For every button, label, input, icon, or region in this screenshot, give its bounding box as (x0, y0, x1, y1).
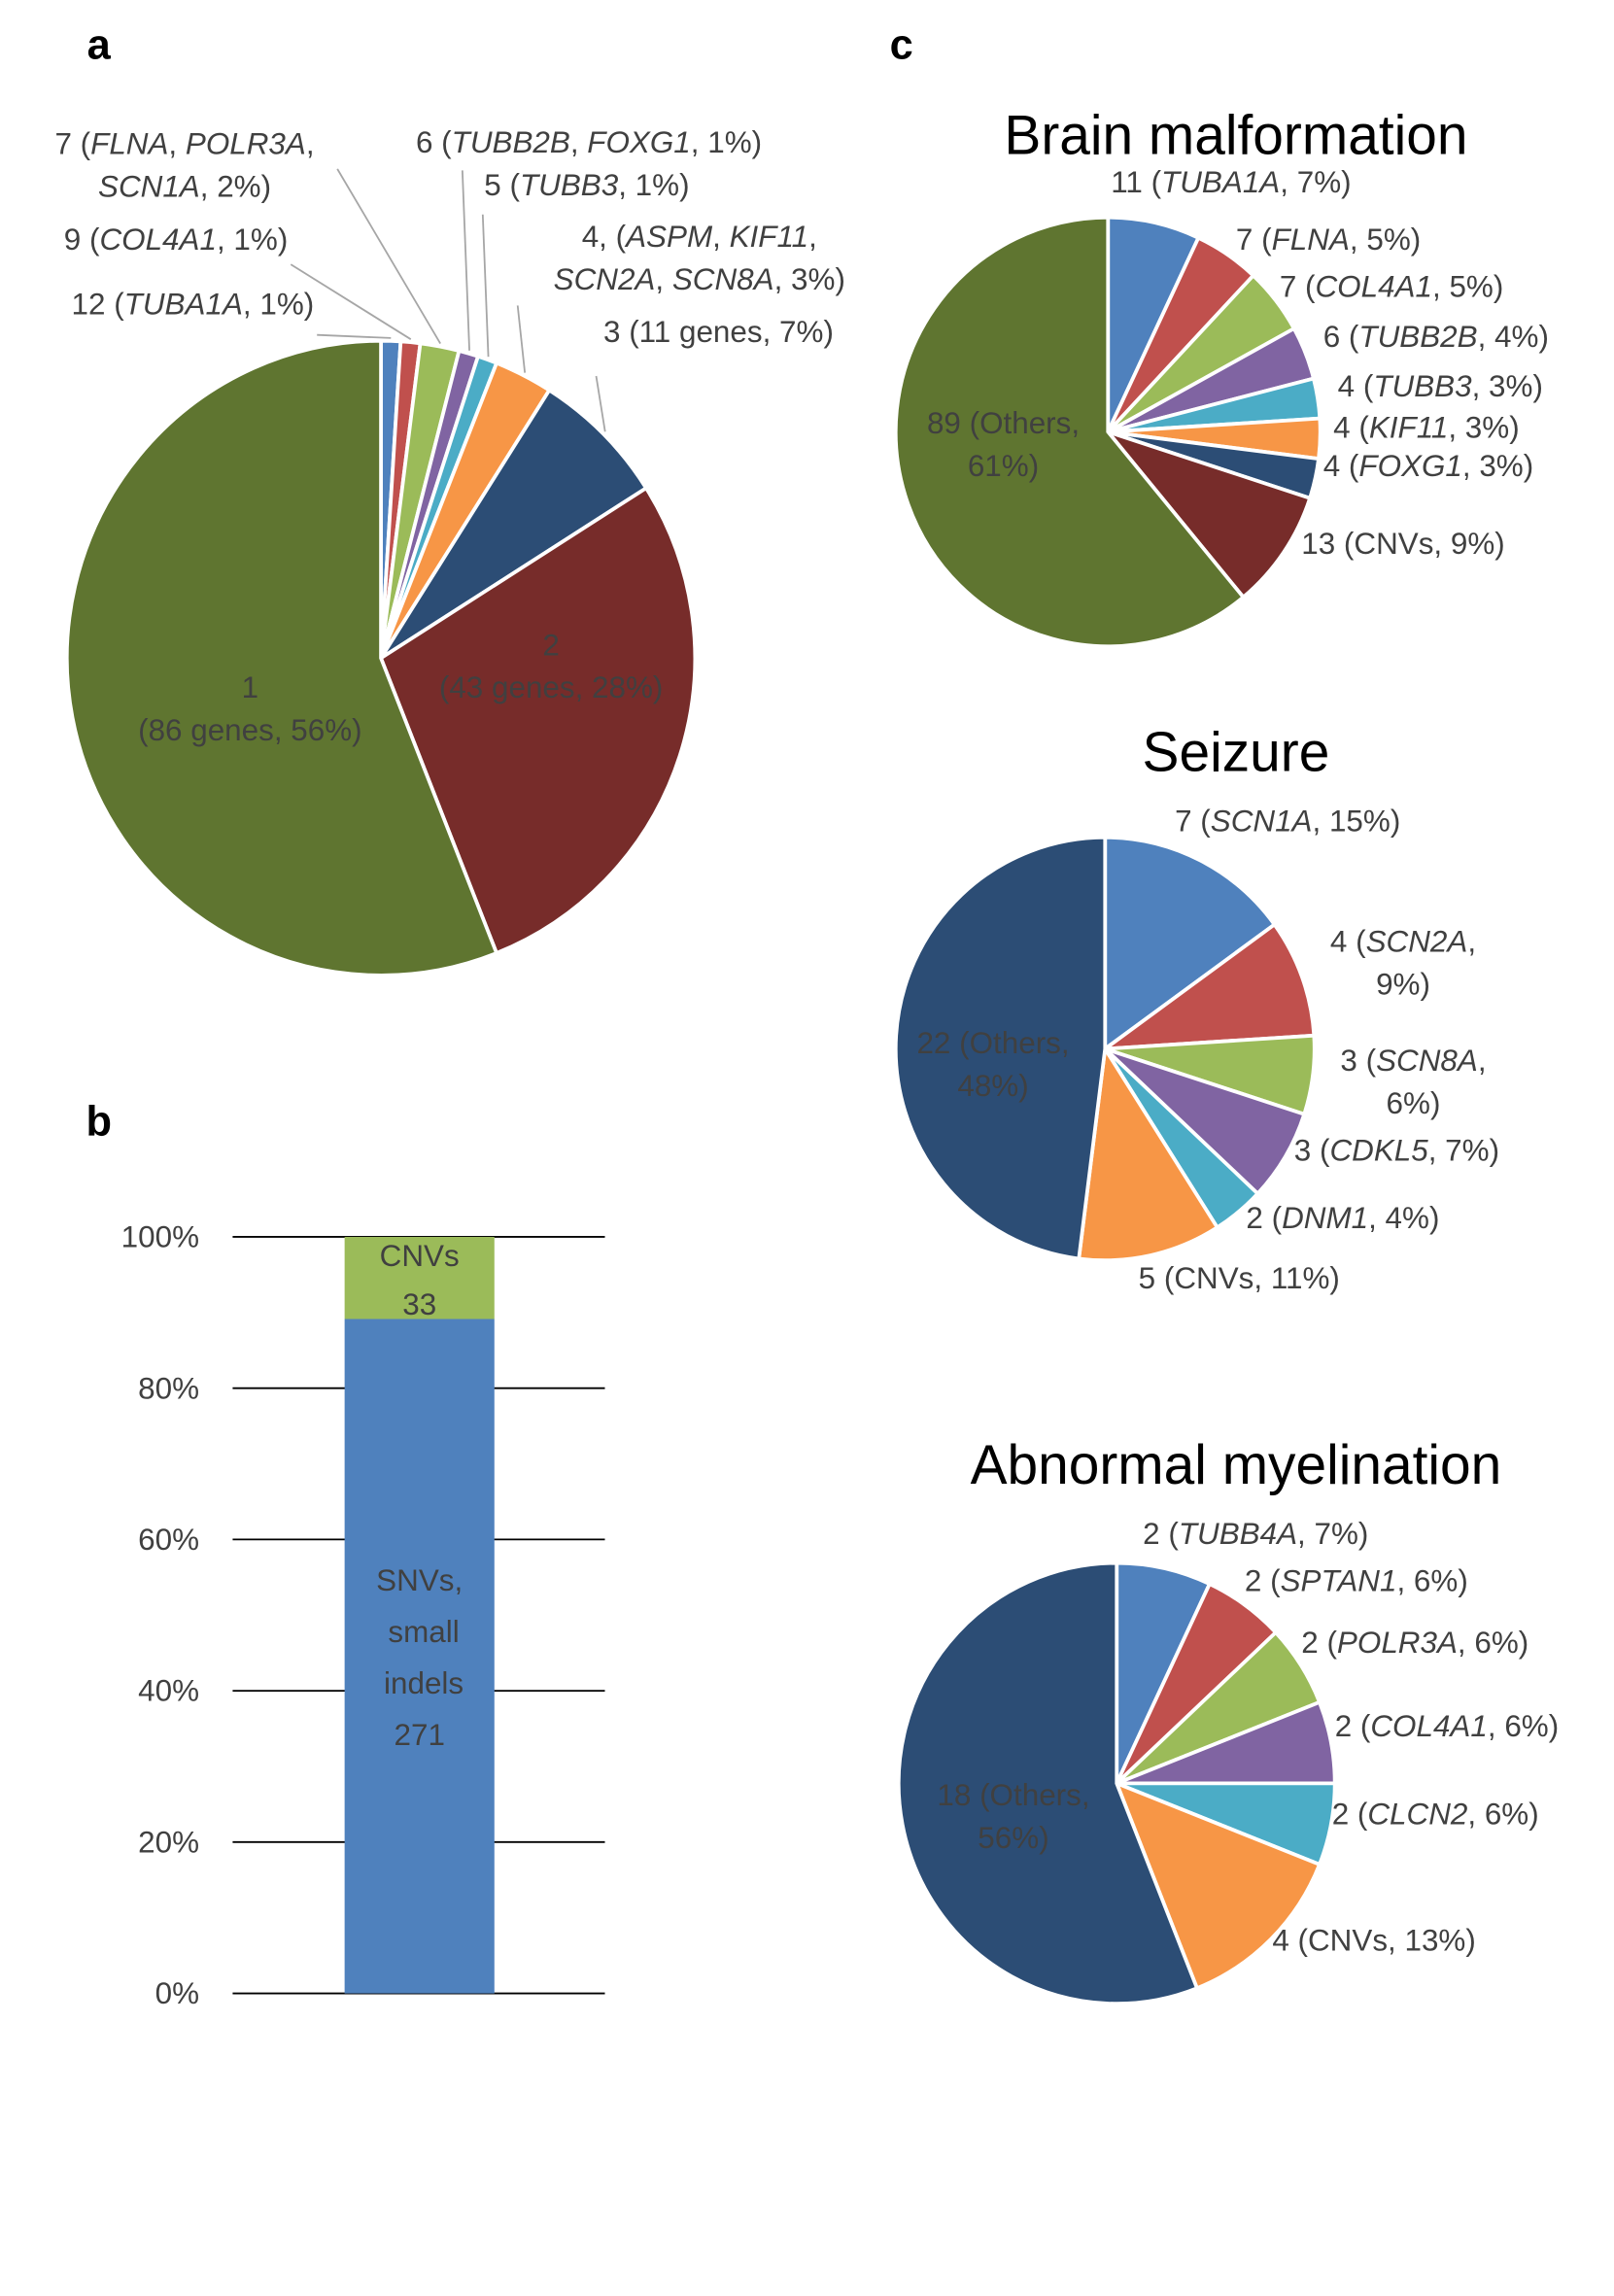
slice-label: 18 (Others, 56%) (937, 1777, 1089, 1855)
leader-line (516, 305, 527, 373)
slice-label: 3 (11 genes, 7%) (603, 314, 834, 349)
y-tick-label: 20% (138, 1824, 199, 1859)
pie-slice (1098, 921, 1317, 1051)
pie-slice (65, 338, 499, 977)
pie-slice (893, 215, 1247, 649)
leader-line (481, 214, 490, 358)
slice-label: 2 (43 genes, 28%) (439, 627, 664, 704)
pie-slice (379, 387, 649, 660)
chart-title: Abnormal myelination (971, 1434, 1502, 1496)
slice-label: 4 (FOXG1, 3%) (1323, 448, 1533, 483)
pie-slice (1102, 428, 1313, 600)
segment-name: SNVs, small indels (375, 1562, 464, 1700)
slice-label: 5 (TUBB3, 1%) (484, 167, 689, 202)
bar-segment (344, 1319, 495, 1994)
slice-label: 4 (KIF11, 3%) (1333, 409, 1519, 444)
slice-label: 6 (TUBB2B, FOXG1, 1%) (416, 124, 762, 159)
segment-name: CNVs (380, 1238, 460, 1273)
pie-slice (893, 835, 1108, 1261)
slice-label: 12 (TUBA1A, 1%) (72, 286, 315, 321)
slice-label: 2 (POLR3A, 6%) (1301, 1625, 1528, 1660)
segment-value: 33 (402, 1286, 436, 1321)
slice-label: 2 (SPTAN1, 6%) (1245, 1562, 1468, 1597)
slice-label: 7 (FLNA, 5%) (1236, 222, 1421, 257)
slice-label: 3 (SCN8A, 6%) (1340, 1043, 1486, 1120)
y-tick-label: 0% (155, 1975, 199, 2010)
slice-label: 22 (Others, 48%) (916, 1025, 1069, 1103)
slice-label: 4 (TUBB3, 3%) (1338, 368, 1543, 403)
pie-slice (1077, 1044, 1220, 1263)
slice-label: 5 (CNVs, 11%) (1139, 1260, 1340, 1295)
pie-slice (896, 1560, 1200, 2006)
slice-label: 2 (COL4A1, 6%) (1335, 1708, 1559, 1743)
leader-line (317, 333, 392, 339)
slice-label: 6 (TUBB2B, 4%) (1323, 319, 1549, 354)
y-tick-label: 40% (138, 1673, 199, 1708)
leader-line (336, 168, 441, 345)
slice-label: 4 (SCN2A, 9%) (1330, 924, 1476, 1002)
leader-line (461, 170, 470, 351)
slice-label: 1 (86 genes, 56%) (138, 669, 362, 747)
y-tick-label: 80% (138, 1370, 199, 1405)
pie-slice (1113, 1780, 1322, 1991)
panel-label: c (890, 21, 913, 68)
slice-label: 13 (CNVs, 9%) (1301, 526, 1504, 561)
leader-line (290, 263, 412, 340)
segment-value: 271 (395, 1717, 445, 1752)
bar-segment (344, 1236, 495, 1319)
y-tick-label: 100% (121, 1218, 199, 1253)
slice-label: 3 (CDKL5, 7%) (1294, 1132, 1499, 1167)
slice-label: 89 (Others, 61%) (927, 405, 1080, 483)
slice-label: 2 (DNM1, 4%) (1246, 1200, 1439, 1235)
y-tick-label: 60% (138, 1522, 199, 1557)
panel-label: b (86, 1098, 113, 1145)
slice-label: 7 (COL4A1, 5%) (1280, 268, 1503, 303)
slice-label: 4 (CNVs, 13%) (1272, 1923, 1475, 1958)
slice-label: 4, (ASPM, KIF11, SCN2A, SCN8A, 3%) (554, 219, 845, 296)
slice-label: 2 (CLCN2, 6%) (1332, 1797, 1539, 1832)
slice-label: 9 (COL4A1, 1%) (64, 222, 288, 257)
slice-label: 11 (TUBA1A, 7%) (1111, 164, 1351, 199)
leader-line (595, 375, 606, 432)
panel-label: a (87, 21, 112, 68)
slice-label: 7 (SCN1A, 15%) (1175, 804, 1400, 839)
chart-title: Brain malformation (1004, 104, 1467, 166)
pie-slice (378, 485, 698, 956)
slice-label: 2 (TUBB4A, 7%) (1143, 1516, 1368, 1551)
chart-title: Seizure (1143, 721, 1330, 783)
slice-label: 7 (FLNA, POLR3A, SCN1A, 2%) (54, 126, 314, 204)
pie-slice (1103, 835, 1278, 1053)
